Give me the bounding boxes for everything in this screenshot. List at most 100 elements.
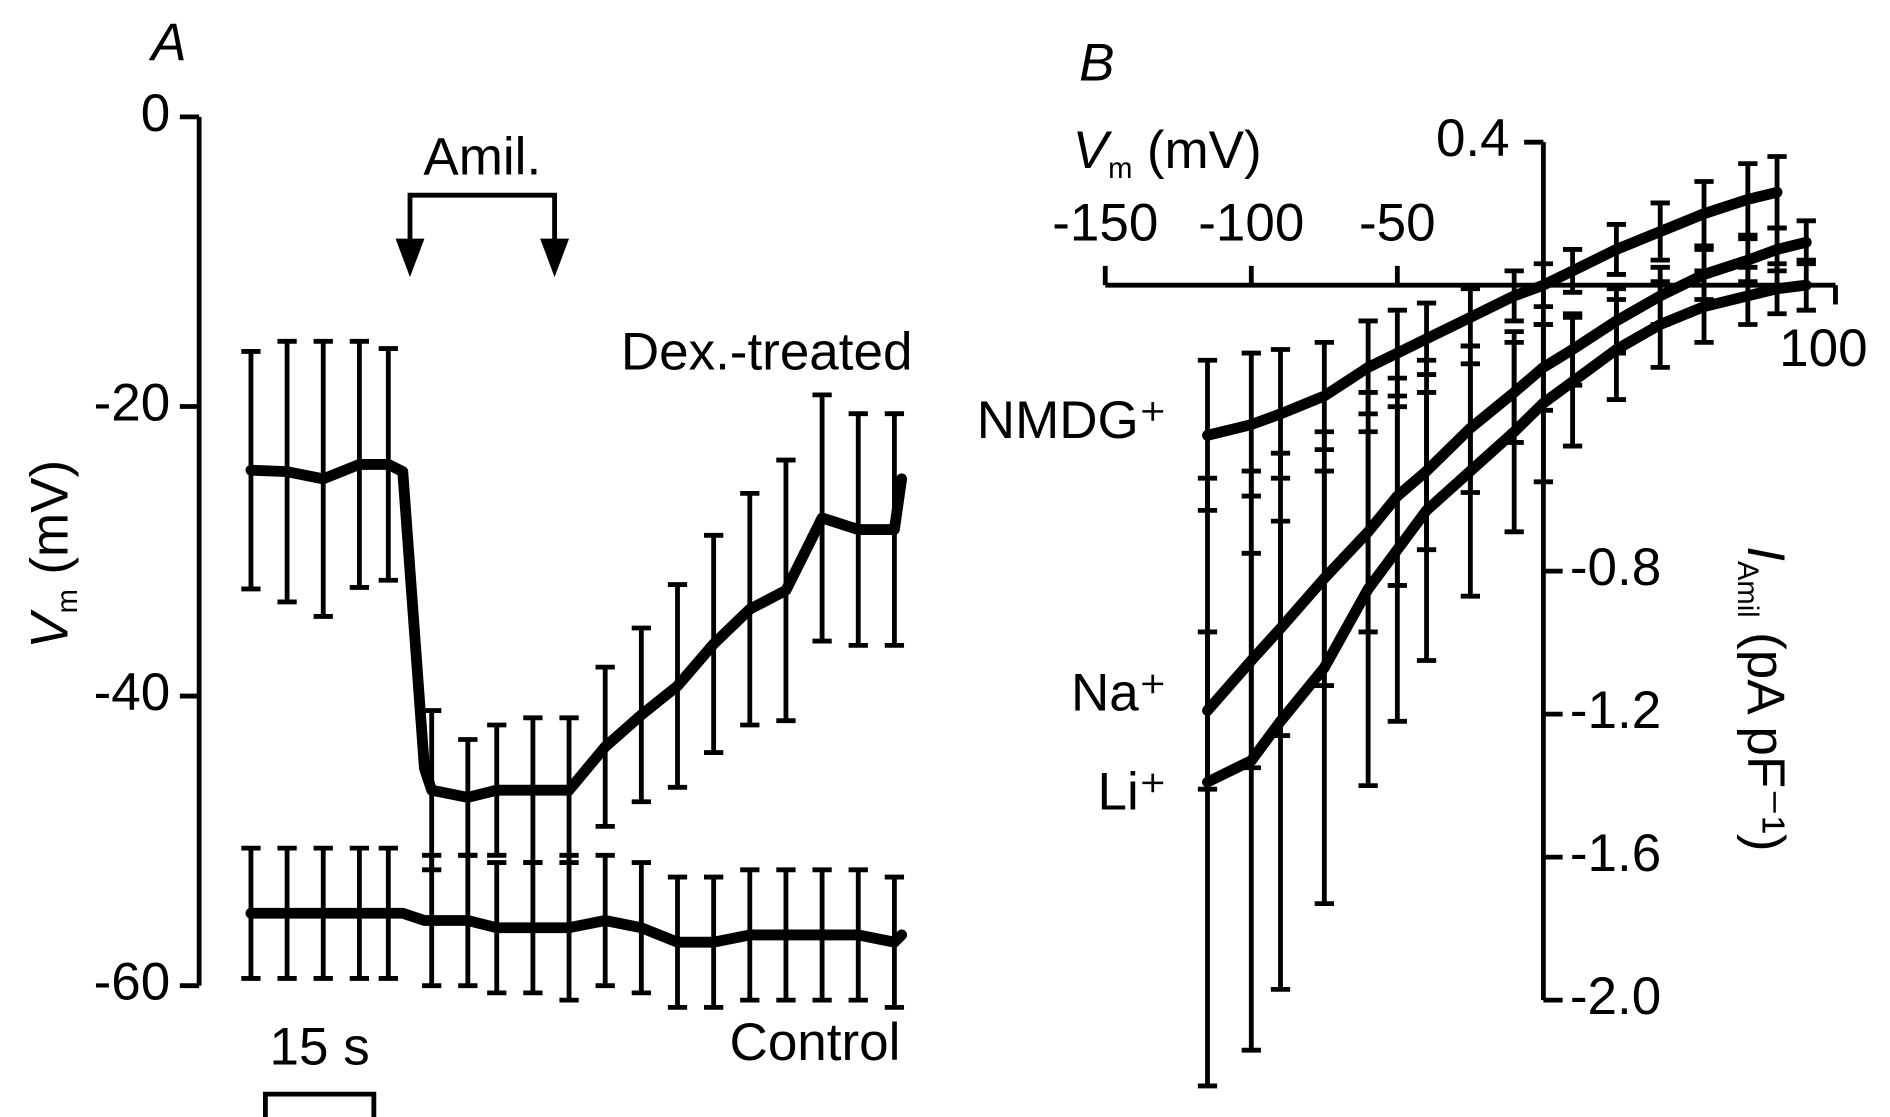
error-bar	[631, 625, 651, 805]
error-bar	[313, 338, 333, 619]
error-bar	[422, 852, 442, 989]
error-bar	[667, 582, 688, 790]
axis-symbol: V	[1073, 121, 1113, 180]
scale-bar	[262, 1091, 377, 1117]
error-bar	[349, 845, 370, 981]
error-bar	[378, 346, 398, 583]
annotation-arrow	[540, 238, 570, 278]
error-bar	[1738, 161, 1758, 238]
y-tick-label: 0.4	[1436, 109, 1510, 168]
error-bar	[740, 490, 760, 728]
error-bar	[595, 664, 615, 829]
error-bar	[631, 860, 651, 996]
error-bar	[1460, 343, 1481, 599]
y-tick-label: -1.6	[1570, 824, 1661, 883]
y-tick-label: 0	[141, 84, 170, 143]
annotation-bracket	[407, 192, 558, 248]
axis-unit: (pA pF⁻¹)	[1736, 632, 1795, 851]
panel-label: A	[148, 13, 186, 72]
x-tick-label: -150	[1052, 194, 1158, 253]
error-bar	[349, 338, 370, 590]
error-bar	[241, 349, 261, 592]
error-bar	[884, 411, 905, 648]
error-bar	[1504, 329, 1524, 535]
error-bar	[277, 845, 297, 981]
axis-subscript: m	[52, 589, 84, 613]
axis-subscript: m	[1108, 153, 1132, 185]
annotation-arrow	[395, 238, 425, 278]
data-line	[245, 458, 908, 803]
error-bar	[1533, 261, 1554, 310]
data-line	[245, 907, 908, 948]
error-bar	[277, 338, 297, 605]
error-bar	[1767, 261, 1787, 317]
y-tick-label: -40	[94, 663, 171, 722]
error-bar	[1694, 179, 1714, 249]
x-tick-label: -100	[1198, 194, 1304, 253]
axis-label: Vm (mV)	[20, 460, 84, 649]
axis-unit: (mV)	[1147, 121, 1262, 180]
error-bar	[523, 860, 543, 996]
error-bar	[704, 874, 724, 1010]
error-bar	[1606, 221, 1627, 277]
error-bar	[595, 852, 615, 989]
error-bar	[559, 852, 579, 1003]
error-bar	[1358, 390, 1378, 789]
error-bar	[776, 867, 796, 1003]
error-bar	[1533, 322, 1554, 485]
error-bar	[812, 867, 832, 1003]
error-bar	[313, 845, 333, 981]
error-bar	[378, 845, 398, 981]
axis-symbol: I	[1736, 546, 1795, 561]
error-bar	[458, 852, 478, 989]
y-tick-label: -20	[94, 373, 171, 432]
error-bar	[848, 411, 868, 648]
error-bar	[241, 845, 261, 981]
series-label: Li⁺	[1097, 762, 1166, 821]
error-bar	[1241, 468, 1261, 1053]
y-tick-label: -60	[94, 953, 171, 1012]
axis-unit: (mV)	[20, 460, 79, 575]
error-bar	[1504, 268, 1524, 324]
error-bar	[884, 874, 905, 1010]
y-tick-label: -0.8	[1570, 538, 1661, 597]
data-line	[1202, 186, 1783, 441]
error-bar	[704, 532, 724, 755]
series-label: Na⁺	[1071, 663, 1167, 722]
error-bar	[667, 874, 688, 1010]
error-bar	[776, 457, 796, 724]
data-line	[1202, 236, 1812, 716]
panel-label: B	[1079, 33, 1114, 92]
axis-label: IAmil (pA pF⁻¹)	[1731, 546, 1795, 851]
error-bar	[812, 392, 832, 644]
scale-bar-label: 15 s	[270, 1018, 370, 1077]
error-bar	[740, 867, 760, 1003]
error-bar	[1387, 375, 1407, 724]
y-tick-label: -2.0	[1570, 967, 1661, 1026]
error-bar	[1314, 429, 1334, 907]
error-bar	[1197, 475, 1218, 1089]
error-bar	[1650, 279, 1670, 370]
axis-label: Vm (mV)	[1073, 121, 1262, 185]
x-tick-label: 100	[1779, 319, 1867, 378]
annotation-text: Amil.	[423, 127, 541, 186]
error-bar	[1796, 257, 1816, 313]
y-tick-label: -1.2	[1570, 681, 1661, 740]
error-bar	[1650, 200, 1670, 263]
error-bar	[1270, 450, 1291, 992]
error-bar	[1416, 357, 1437, 663]
error-bar	[1738, 264, 1758, 327]
error-bar	[848, 867, 868, 1003]
error-bar	[1562, 247, 1583, 295]
error-bar	[1562, 314, 1583, 449]
error-bar	[1694, 268, 1714, 345]
error-bar	[487, 722, 507, 858]
axis-subscript: Amil	[1731, 561, 1763, 618]
series-label: Dex.-treated	[621, 322, 913, 381]
error-bar	[487, 860, 507, 996]
error-bar	[1606, 297, 1627, 402]
series-label: NMDG⁺	[977, 391, 1167, 450]
series-label: Control	[730, 1013, 901, 1072]
